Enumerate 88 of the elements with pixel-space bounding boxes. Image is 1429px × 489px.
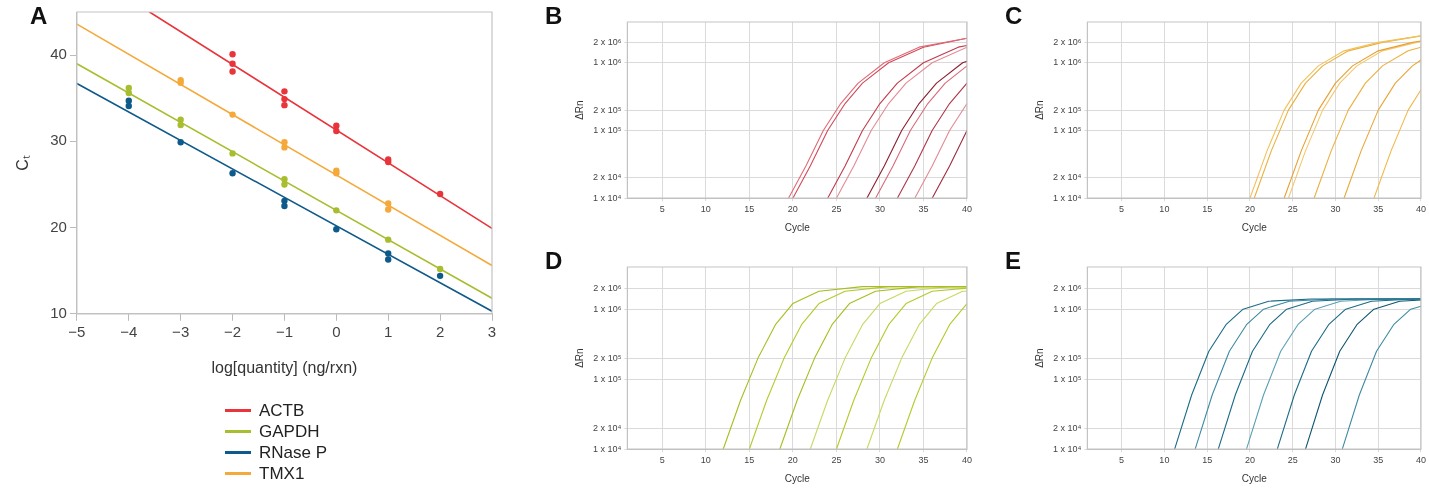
x-tick-label: −3 [172, 322, 190, 340]
y-tick-label: 1 x 10⁴ [592, 443, 622, 454]
x-tick-label: −5 [68, 322, 86, 340]
x-tick-label: 25 [831, 204, 842, 215]
y-tick-label: 30 [50, 131, 67, 149]
x-tick-label: 35 [1373, 455, 1384, 466]
y-tick-label: 2 x 10⁵ [593, 352, 622, 363]
chart-title: B [545, 2, 563, 30]
y-tick-label: 2 x 10⁵ [593, 104, 622, 115]
x-tick-label: 25 [831, 455, 842, 466]
y-tick-label: 2 x 10⁴ [592, 422, 622, 433]
y-tick-label: 2 x 10⁴ [1052, 172, 1082, 183]
y-tick-label: 2 x 10⁶ [593, 282, 622, 293]
x-tick-label: 10 [1159, 204, 1170, 215]
x-tick-label: 40 [961, 455, 972, 466]
chart-title: D [545, 247, 563, 275]
y-tick-label: 1 x 10⁶ [1053, 303, 1082, 314]
x-tick-label: 3 [487, 322, 497, 340]
x-tick-label: 15 [744, 204, 755, 215]
x-tick-label: 10 [700, 204, 711, 215]
x-tick-label: 40 [1415, 455, 1426, 466]
chart-title: A [30, 2, 48, 30]
x-tick-label: 35 [918, 204, 929, 215]
x-tick-label: 20 [787, 204, 798, 215]
chart-title: C [1005, 2, 1023, 30]
y-tick-label: 2 x 10⁴ [592, 172, 622, 183]
y-tick-label: 20 [50, 217, 67, 235]
x-tick-label: 0 [332, 322, 341, 340]
x-tick-label: −1 [275, 322, 293, 340]
y-tick-label: 1 x 10⁶ [1053, 57, 1082, 68]
x-tick-label: 20 [1244, 455, 1255, 466]
x-axis-title: Cycle [784, 472, 811, 484]
x-tick-label: 10 [1159, 455, 1170, 466]
y-tick-label: 1 x 10⁴ [592, 192, 622, 203]
x-axis-title: log[quantity] (ng/rxn) [211, 358, 358, 376]
x-tick-label: 30 [874, 204, 885, 215]
y-tick-label: 1 x 10⁴ [1052, 443, 1082, 454]
x-axis-title: Cycle [1241, 472, 1268, 484]
x-tick-label: 15 [1202, 204, 1213, 215]
y-tick-label: 1 x 10⁵ [1053, 373, 1082, 384]
y-tick-label: 2 x 10⁴ [1052, 422, 1082, 433]
x-tick-label: 15 [744, 455, 755, 466]
y-tick-label: 1 x 10⁶ [593, 303, 622, 314]
x-tick-label: 40 [961, 204, 972, 215]
x-tick-label: 10 [700, 455, 711, 466]
y-tick-label: 2 x 10⁶ [1053, 282, 1082, 293]
y-tick-label: 1 x 10⁵ [593, 124, 622, 135]
x-tick-label: −4 [120, 322, 138, 340]
y-tick-label: 1 x 10⁵ [1053, 124, 1082, 135]
x-tick-label: 2 [435, 322, 445, 340]
y-tick-label: 40 [50, 45, 67, 63]
legend-label: GAPDH [259, 421, 320, 442]
y-tick-label: 10 [50, 303, 67, 321]
legend-label: ACTB [259, 400, 305, 421]
legend-label: RNase P [259, 442, 328, 463]
legend-label: TMX1 [259, 463, 305, 484]
x-axis-title: Cycle [784, 221, 811, 233]
x-tick-label: 30 [1330, 204, 1341, 215]
y-axis-title: ΔRn [1033, 348, 1045, 368]
y-axis-title: ΔRn [573, 348, 585, 368]
x-tick-label: 5 [659, 455, 665, 466]
x-tick-label: 20 [787, 455, 798, 466]
x-axis-title: Cycle [1241, 221, 1268, 233]
y-axis-title: ΔRn [1033, 100, 1045, 120]
x-tick-label: 35 [918, 455, 929, 466]
y-tick-label: 1 x 10⁶ [593, 57, 622, 68]
y-tick-label: 2 x 10⁵ [1053, 104, 1082, 115]
y-tick-label: 2 x 10⁶ [593, 36, 622, 47]
y-tick-label: 1 x 10⁵ [593, 373, 622, 384]
x-tick-label: 5 [659, 204, 665, 215]
x-tick-label: 25 [1287, 455, 1298, 466]
x-tick-label: 30 [1330, 455, 1341, 466]
x-tick-label: 1 [384, 322, 393, 340]
x-tick-label: 25 [1287, 204, 1298, 215]
y-tick-label: 2 x 10⁶ [1053, 36, 1082, 47]
y-tick-label: 1 x 10⁴ [1052, 192, 1082, 203]
x-tick-label: −2 [224, 322, 242, 340]
x-tick-label: 35 [1373, 204, 1384, 215]
x-tick-label: 5 [1119, 204, 1125, 215]
x-tick-label: 5 [1119, 455, 1125, 466]
chart-title: E [1005, 247, 1022, 275]
x-tick-label: 40 [1415, 204, 1426, 215]
y-axis-title: Cₜ [14, 155, 32, 171]
y-tick-label: 2 x 10⁵ [1053, 352, 1082, 363]
x-tick-label: 20 [1244, 204, 1255, 215]
x-tick-label: 15 [1202, 455, 1213, 466]
x-tick-label: 30 [874, 455, 885, 466]
y-axis-title: ΔRn [573, 100, 585, 120]
